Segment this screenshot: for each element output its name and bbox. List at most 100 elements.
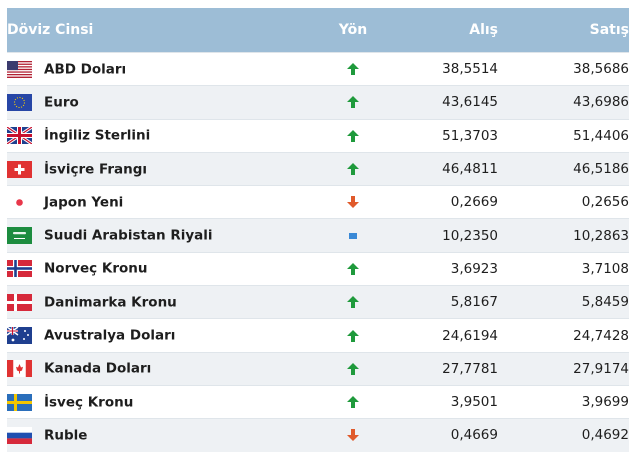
ca-flag-icon [7, 360, 32, 378]
table-row[interactable]: Suudi Arabistan Riyali 10,2350 10,2863 [7, 218, 629, 253]
currency-name: ABD Doları [44, 61, 127, 78]
buy-rate: 10,2350 [379, 218, 498, 253]
eu-flag-icon [7, 93, 32, 111]
arrow-up-icon [347, 329, 359, 342]
buy-rate: 3,9501 [379, 384, 498, 419]
buy-rate: 0,2669 [379, 185, 498, 219]
table-row[interactable]: ABD Doları 38,5514 38,5686 [7, 51, 629, 86]
buy-rate: 46,4811 [379, 151, 498, 186]
direction-cell [327, 285, 379, 319]
arrow-up-icon [347, 63, 359, 76]
currency-name: İsviçre Frangı [44, 161, 148, 178]
currency-name: Ruble [44, 427, 88, 444]
sell-rate: 51,4406 [498, 118, 629, 153]
buy-rate: 3,6923 [379, 251, 498, 286]
arrow-up-icon [347, 163, 359, 176]
direction-cell [327, 51, 379, 86]
au-flag-icon [6, 326, 32, 345]
currency-cell: İsviçre Frangı [7, 151, 327, 186]
direction-cell [327, 151, 379, 186]
currency-cell: Japon Yeni [7, 185, 327, 219]
table-row[interactable]: Danimarka Kronu 5,8167 5,8459 [7, 285, 629, 319]
buy-rate: 5,8167 [379, 285, 498, 319]
currency-table: Döviz Cinsi Yön Alış Satış ABD Doları 38,… [6, 8, 629, 452]
sell-rate: 43,6986 [498, 85, 629, 120]
table-row[interactable]: Norveç Kronu 3,6923 3,7108 [7, 251, 629, 286]
ru-flag-icon [7, 426, 32, 444]
header-currency-name: Döviz Cinsi [7, 8, 327, 53]
table-header-row: Döviz Cinsi Yön Alış Satış [7, 8, 629, 53]
direction-cell [327, 118, 379, 153]
no-flag-icon [7, 260, 32, 278]
no-change-icon [349, 232, 357, 239]
buy-rate: 0,4669 [379, 418, 498, 452]
currency-cell: Euro [7, 85, 327, 120]
sell-rate: 27,9174 [498, 351, 629, 386]
currency-cell: İsveç Kronu [7, 384, 327, 419]
currency-name: Suudi Arabistan Riyali [44, 227, 213, 244]
table-row[interactable]: Ruble 0,4669 0,4692 [7, 418, 629, 452]
arrow-up-icon [347, 396, 359, 409]
arrow-up-icon [347, 262, 359, 275]
buy-rate: 27,7781 [379, 351, 498, 386]
currency-name: Japon Yeni [44, 194, 124, 211]
header-buy: Alış [379, 8, 498, 53]
direction-cell [327, 85, 379, 120]
currency-cell: İngiliz Sterlini [6, 118, 327, 153]
arrow-down-icon [347, 429, 359, 442]
currency-cell: Suudi Arabistan Riyali [7, 218, 327, 253]
currency-cell: Kanada Doları [7, 351, 327, 386]
se-flag-icon [7, 393, 32, 411]
direction-cell [327, 418, 379, 452]
sell-rate: 5,8459 [498, 285, 629, 319]
ch-flag-icon [7, 160, 32, 178]
currency-cell: Avustralya Doları [6, 318, 327, 353]
currency-name: Norveç Kronu [44, 260, 148, 277]
sell-rate: 46,5186 [498, 151, 629, 186]
arrow-up-icon [347, 362, 359, 375]
currency-cell: Danimarka Kronu [7, 285, 327, 319]
sell-rate: 38,5686 [498, 51, 629, 86]
dk-flag-icon [7, 293, 32, 311]
sell-rate: 3,7108 [498, 251, 629, 286]
arrow-down-icon [347, 196, 359, 209]
table-row[interactable]: Kanada Doları 27,7781 27,9174 [7, 351, 629, 386]
buy-rate: 24,6194 [379, 318, 498, 353]
currency-name: İsveç Kronu [44, 394, 134, 411]
direction-cell [327, 251, 379, 286]
buy-rate: 38,5514 [379, 51, 498, 86]
table-row[interactable]: İsveç Kronu 3,9501 3,9699 [7, 384, 629, 419]
sell-rate: 24,7428 [498, 318, 629, 353]
direction-cell [327, 384, 379, 419]
currency-cell: Norveç Kronu [7, 251, 327, 286]
table-row[interactable]: Euro 43,6145 43,6986 [7, 85, 629, 120]
table-row[interactable]: Avustralya Doları 24,6194 24,7428 [6, 318, 629, 353]
direction-cell [327, 185, 379, 219]
arrow-up-icon [347, 296, 359, 309]
direction-cell [327, 218, 379, 253]
currency-name: Avustralya Doları [44, 327, 176, 344]
currency-name: Euro [44, 94, 79, 111]
buy-rate: 43,6145 [379, 85, 498, 120]
gb-flag-icon [6, 125, 33, 146]
currency-name: İngiliz Sterlini [44, 127, 151, 144]
header-sell: Satış [498, 8, 629, 53]
sa-flag-icon [7, 227, 32, 245]
jp-flag-icon [7, 193, 32, 211]
table-row[interactable]: Japon Yeni 0,2669 0,2656 [7, 185, 629, 219]
sell-rate: 0,4692 [498, 418, 629, 452]
currency-cell: Ruble [7, 418, 327, 452]
currency-cell: ABD Doları [7, 51, 327, 86]
sell-rate: 0,2656 [498, 185, 629, 219]
table-row[interactable]: İsviçre Frangı 46,4811 46,5186 [7, 151, 629, 186]
sell-rate: 3,9699 [498, 384, 629, 419]
direction-cell [327, 318, 379, 353]
arrow-up-icon [347, 129, 359, 142]
us-flag-icon [7, 60, 32, 78]
buy-rate: 51,3703 [379, 118, 498, 153]
currency-name: Danimarka Kronu [44, 294, 177, 311]
sell-rate: 10,2863 [498, 218, 629, 253]
header-direction: Yön [327, 8, 379, 53]
table-row[interactable]: İngiliz Sterlini 51,3703 51,4406 [6, 118, 629, 153]
